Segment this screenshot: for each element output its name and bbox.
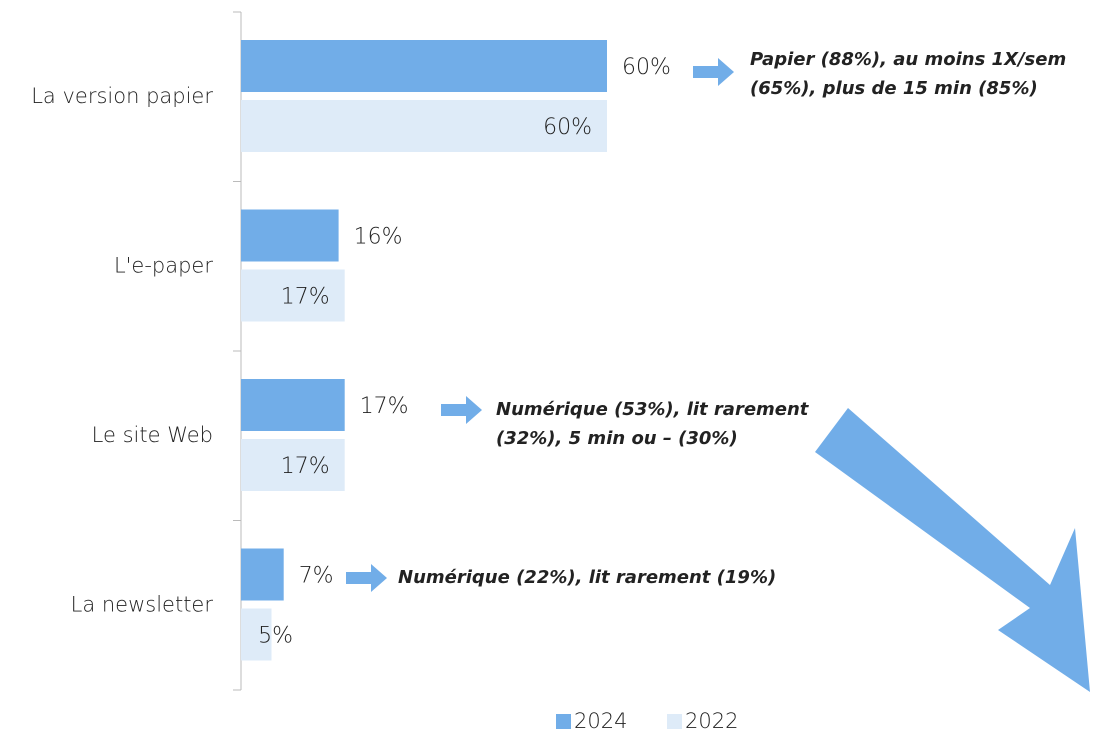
legend-swatch <box>556 714 571 729</box>
value-label: 60% <box>622 55 671 80</box>
category-label: La version papier <box>31 84 213 108</box>
bar <box>241 40 607 92</box>
bar <box>241 548 284 601</box>
annotation: (32%), 5 min ou – (30%) <box>496 428 738 449</box>
annotation: Papier (88%), au moins 1X/sem <box>750 49 1066 70</box>
legend-swatch <box>667 714 682 729</box>
value-label: 17% <box>281 285 330 310</box>
value-label: 5% <box>258 624 293 649</box>
value-label: 17% <box>360 394 409 419</box>
value-label: 7% <box>299 564 334 589</box>
arrow <box>693 58 734 86</box>
arrow <box>346 564 387 592</box>
bar <box>241 379 345 431</box>
category-label: Le site Web <box>92 423 213 447</box>
bar <box>241 608 272 661</box>
big-arrow <box>815 408 1090 692</box>
category-label: L'e-paper <box>114 254 213 278</box>
bar <box>241 269 345 322</box>
bar <box>241 209 339 262</box>
arrow <box>441 396 482 424</box>
bar <box>241 439 345 491</box>
value-label: 60% <box>543 115 592 140</box>
value-label: 16% <box>354 225 403 250</box>
annotation: Numérique (53%), lit rarement <box>496 399 810 420</box>
legend-label: 2022 <box>685 709 738 733</box>
arrows <box>346 58 1090 692</box>
value-label: 17% <box>281 454 330 479</box>
category-label: La newsletter <box>71 593 214 617</box>
annotation: (65%), plus de 15 min (85%) <box>750 78 1038 99</box>
bar <box>241 100 607 152</box>
legend-label: 2024 <box>574 709 627 733</box>
annotation: Numérique (22%), lit rarement (19%) <box>398 567 776 588</box>
